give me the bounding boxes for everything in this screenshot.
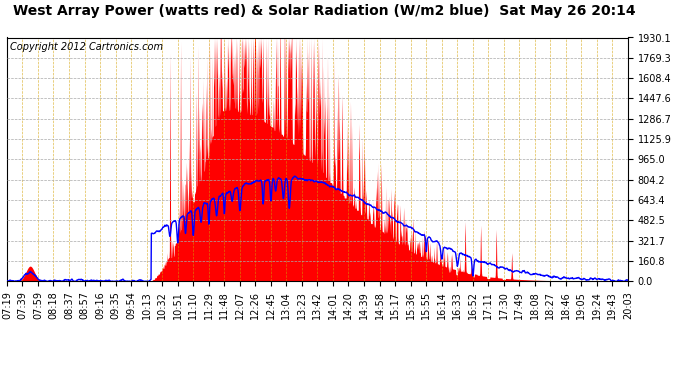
Text: Copyright 2012 Cartronics.com: Copyright 2012 Cartronics.com	[10, 42, 163, 52]
Text: West Array Power (watts red) & Solar Radiation (W/m2 blue)  Sat May 26 20:14: West Array Power (watts red) & Solar Rad…	[13, 4, 635, 18]
